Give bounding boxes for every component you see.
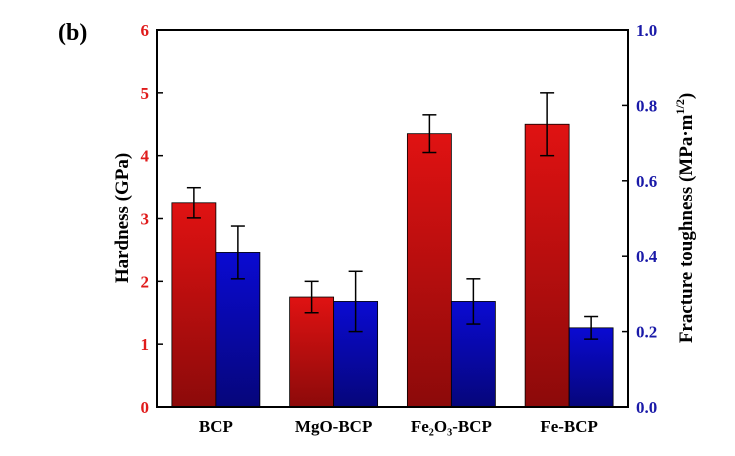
left-tick-label-0: 0: [141, 398, 150, 417]
category-label-0: BCP: [199, 417, 233, 436]
bar-hardness-2: [406, 133, 452, 408]
left-tick-label-6: 6: [141, 21, 150, 40]
right-tick-label-2: 0.4: [636, 247, 658, 266]
bar-toughness-3: [568, 327, 614, 408]
y2-axis-title: Fracture toughness (MPa·m1/2): [673, 93, 697, 343]
right-tick-label-1: 0.2: [636, 323, 657, 342]
category-labels: BCP MgO-BCP Fe₂O₃-BCP Fe-BCP: [199, 417, 598, 436]
right-tick-label-0: 0.0: [636, 398, 657, 417]
category-label-3: Fe-BCP: [540, 417, 598, 436]
bar-hardness-1: [289, 296, 335, 408]
y2-axis-title-close: ): [676, 93, 697, 99]
right-tick-label-3: 0.6: [636, 172, 657, 191]
y2-axis-title-sup: 1/2: [673, 99, 687, 114]
left-axis: 0 1 2 3 4 5 6: [141, 21, 163, 417]
bar-hardness-0: [171, 202, 217, 408]
right-tick-label-5: 1.0: [636, 21, 657, 40]
bar-hardness-3: [524, 123, 570, 408]
left-tick-label-2: 2: [141, 272, 150, 291]
category-label-1: MgO-BCP: [295, 417, 372, 436]
y2-axis-title-main: Fracture toughness (MPa·m: [676, 114, 697, 343]
error-bars-group: [186, 92, 599, 340]
left-tick-label-3: 3: [141, 210, 150, 229]
panel-label: (b): [58, 20, 87, 46]
category-label-2: Fe₂O₃-BCP: [411, 417, 492, 436]
plot-frame: [156, 29, 629, 408]
left-tick-label-4: 4: [141, 147, 150, 166]
y-axis-title: Hardness (GPa): [112, 153, 133, 283]
right-tick-label-4: 0.8: [636, 96, 657, 115]
left-tick-label-5: 5: [141, 84, 150, 103]
left-tick-label-1: 1: [141, 335, 150, 354]
